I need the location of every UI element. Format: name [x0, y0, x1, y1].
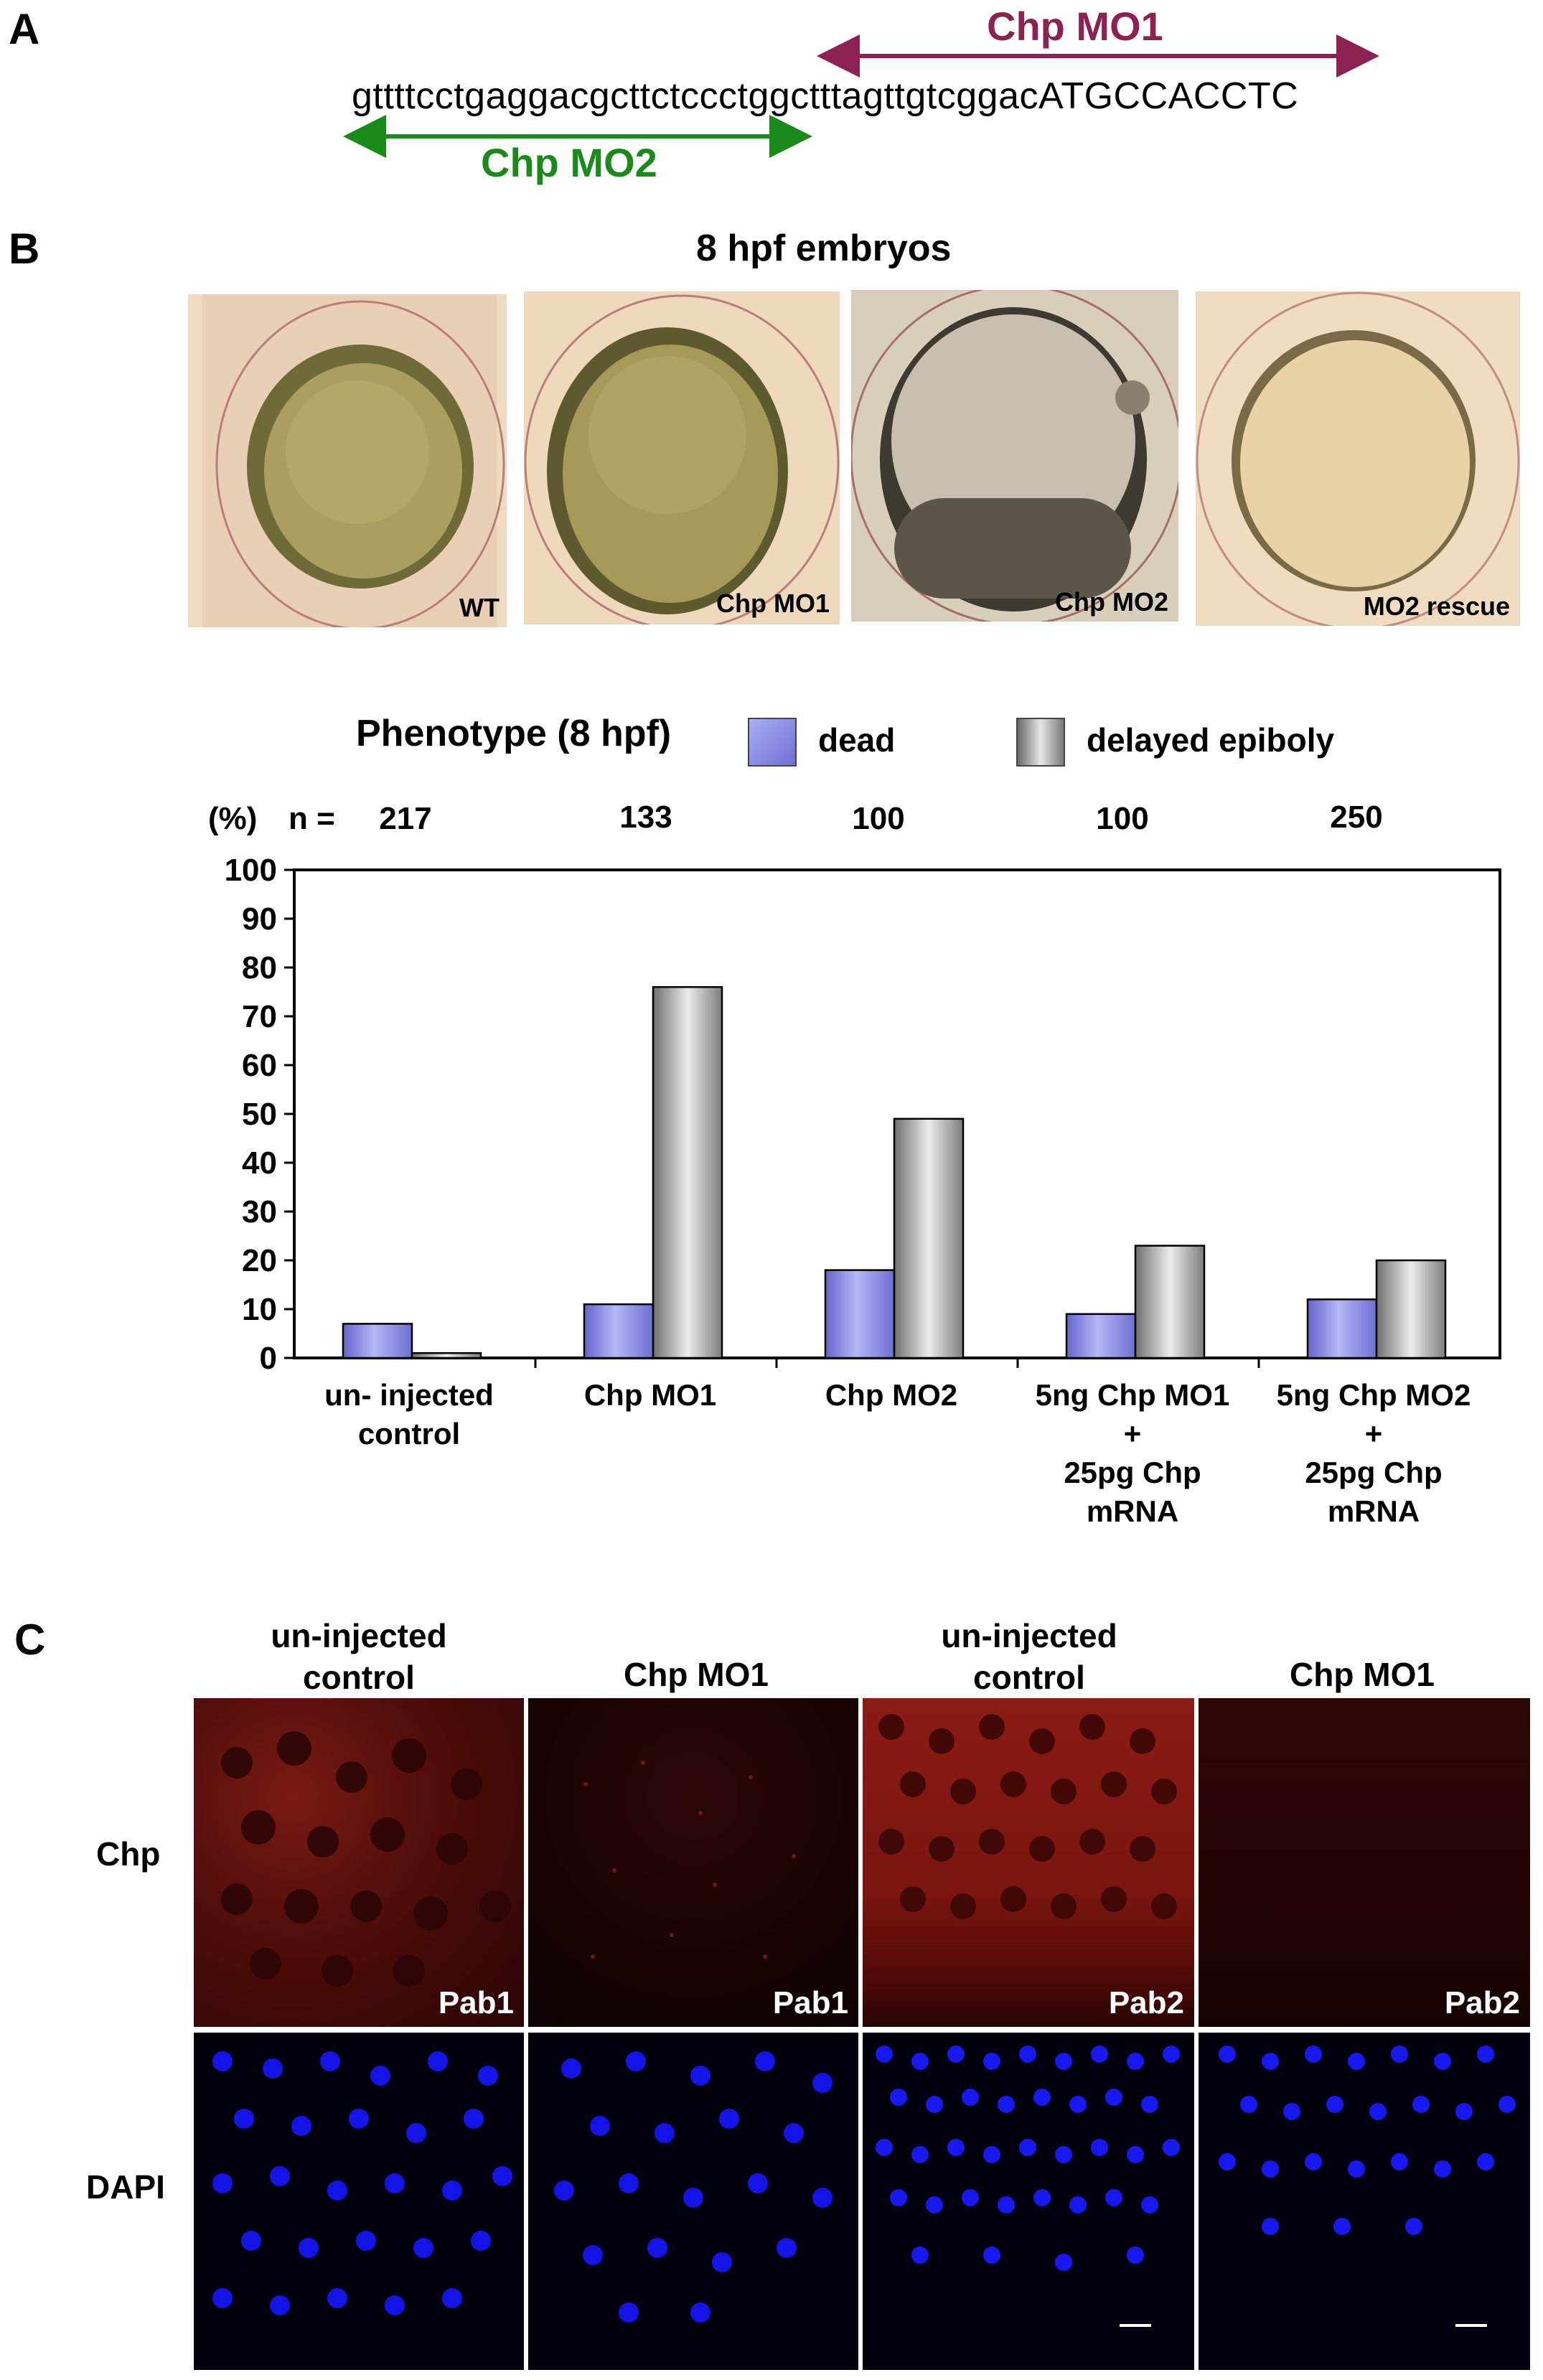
row-label-dapi: DAPI — [86, 2168, 165, 2206]
bar-dead — [1065, 1313, 1137, 1359]
photo-label: Chp MO1 — [716, 589, 830, 618]
dapi-stain-uninjected-pab2 — [863, 2033, 1194, 2370]
y-tick-label: 90 — [242, 901, 277, 937]
embryo-photo-wt: WT — [188, 294, 507, 627]
chp-stain-mo1-pab2: Pab2 — [1199, 1698, 1530, 2027]
panel-b-letter: B — [9, 225, 40, 273]
n-value: 100 — [1096, 801, 1149, 836]
photo-label: Chp MO2 — [1055, 587, 1168, 617]
n-value: 100 — [852, 801, 905, 836]
legend-label-delayed: delayed epiboly — [1087, 721, 1335, 759]
bar-delayed-epiboly — [411, 1351, 482, 1359]
panel-b-title: 8 hpf embryos — [696, 228, 952, 269]
mo2-label: Chp MO2 — [481, 140, 657, 185]
n-value: 133 — [619, 800, 672, 835]
percent-axis-label: (%) — [208, 801, 258, 836]
chp-stain-mo1-pab1: Pab1 — [528, 1698, 858, 2027]
phenotype-bar-chart: 0 10 20 30 40 50 60 70 80 90 100 un- injected contr… — [225, 853, 1501, 1528]
col-header-line: Chp MO1 — [1290, 1656, 1435, 1693]
x-category-label: Chp MO1 — [584, 1378, 716, 1412]
panel-a-arrows — [343, 34, 1379, 158]
dapi-stain-mo1-pab2 — [1199, 2033, 1530, 2370]
antibody-tag: Pab2 — [1444, 1985, 1520, 2020]
photo-label: MO2 rescue — [1363, 591, 1510, 621]
y-tick-label: 20 — [242, 1243, 277, 1278]
bar-delayed-epiboly — [1375, 1259, 1447, 1359]
y-tick-label: 30 — [242, 1194, 277, 1229]
y-tick-label: 60 — [242, 1048, 277, 1083]
col-header-line: control — [973, 1659, 1085, 1696]
bar-delayed-epiboly — [1134, 1245, 1206, 1359]
x-category-label: 5ng Chp MO1 +25pg Chp mRNA — [1036, 1378, 1230, 1528]
cell-pattern — [878, 1714, 1177, 1919]
col-header-line: un-injected — [941, 1617, 1117, 1654]
y-tick-label: 40 — [242, 1146, 277, 1181]
bar-delayed-epiboly — [893, 1118, 965, 1359]
embryo-photo-chp-mo2: Chp MO2 — [851, 290, 1178, 622]
n-value: 250 — [1330, 800, 1383, 835]
speckle-pattern — [583, 1761, 796, 1959]
col-header: Chp MO1 — [1197, 1654, 1527, 1695]
embryo-photo-mo2-rescue: MO2 rescue — [1196, 291, 1520, 626]
x-category-label: un- injected control — [324, 1378, 494, 1451]
bar-dead — [1306, 1298, 1378, 1359]
legend-label-dead: dead — [818, 721, 896, 759]
antibody-tag: Pab1 — [772, 1985, 848, 2020]
y-tick-label: 100 — [225, 853, 277, 888]
row-label-chp: Chp — [96, 1835, 161, 1873]
y-tick-label: 50 — [242, 1097, 277, 1132]
y-tick-label: 10 — [242, 1292, 277, 1327]
scale-bar — [1120, 2324, 1151, 2327]
dapi-stain-uninjected-pab1 — [194, 2033, 524, 2370]
scale-bar — [1455, 2324, 1487, 2327]
dapi-stain-mo1-pab1 — [528, 2033, 858, 2370]
col-header-line: un-injected — [271, 1617, 447, 1654]
col-header-line: control — [303, 1659, 415, 1696]
nuclei-pattern — [212, 2051, 512, 2315]
chp-stain-uninjected-pab1: Pab1 — [194, 1698, 524, 2027]
nuclei-pattern — [876, 2046, 1180, 2271]
bar-dead — [824, 1269, 896, 1359]
embryo-illustration — [851, 290, 1178, 622]
x-category-label: 5ng Chp MO2 +25pg Chp mRNA — [1277, 1378, 1471, 1528]
antibody-tag: Pab1 — [438, 1985, 514, 2020]
col-header: un-injected control — [864, 1615, 1194, 1698]
oligo-sequence: gttttcctgaggacgcttctccctggctttagttgtcgga… — [352, 75, 1299, 117]
embryo-photo-chp-mo1: Chp MO1 — [524, 291, 840, 624]
n-prefix: n = — [289, 801, 335, 836]
panel-c-letter: C — [14, 1616, 46, 1664]
legend-swatch-dead — [748, 718, 797, 767]
embryo-illustration — [524, 291, 840, 624]
mo1-label: Chp MO1 — [987, 4, 1163, 49]
x-category-label: Chp MO2 — [825, 1378, 957, 1412]
nuclei-pattern — [1219, 2046, 1516, 2235]
y-tick-label: 80 — [242, 950, 277, 985]
legend-title: Phenotype (8 hpf) — [356, 713, 672, 754]
embryo-illustration — [202, 294, 505, 627]
nuclei-pattern — [554, 2051, 833, 2323]
y-tick-label: 0 — [260, 1341, 277, 1376]
antibody-tag: Pab2 — [1108, 1985, 1184, 2020]
legend-swatch-delayed — [1016, 718, 1065, 767]
bar-dead — [583, 1303, 655, 1359]
bar-dead — [342, 1323, 413, 1359]
bar-delayed-epiboly — [652, 985, 723, 1359]
embryo-illustration — [1196, 291, 1520, 626]
chp-stain-uninjected-pab2: Pab2 — [863, 1698, 1194, 2027]
col-header: Chp MO1 — [531, 1654, 861, 1695]
y-tick-label: 70 — [242, 999, 277, 1034]
cell-pattern — [221, 1731, 511, 1987]
photo-label: WT — [459, 593, 500, 622]
n-value: 217 — [379, 801, 432, 836]
panel-a-letter: A — [9, 5, 40, 53]
col-header: un-injected control — [194, 1615, 524, 1698]
col-header-line: Chp MO1 — [624, 1656, 769, 1693]
